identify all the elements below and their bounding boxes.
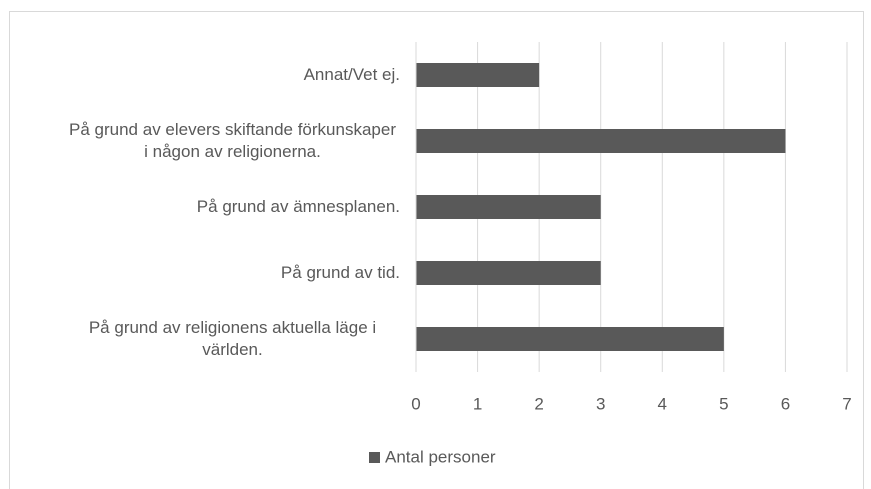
category-label-box: På grund av ämnesplanen. (0, 196, 400, 218)
y-tick-label: På grund av tid. (280, 263, 400, 282)
chart-border (9, 11, 864, 489)
bar (416, 129, 786, 153)
bar (416, 195, 601, 219)
y-tick-label: Annat/Vet ej. (303, 65, 400, 84)
category-label-box: På grund av religionens aktuella läge i … (0, 317, 400, 361)
x-tick-label: 4 (658, 394, 667, 413)
category-label-box: Annat/Vet ej. (0, 64, 400, 86)
bar (416, 261, 601, 285)
y-tick-label: På grund av ämnesplanen. (196, 197, 400, 216)
x-tick-label: 0 (411, 394, 420, 413)
x-tick-label: 2 (534, 394, 543, 413)
y-tick-label: På grund av religionens aktuella läge i … (88, 318, 377, 359)
x-tick-label: 5 (719, 394, 728, 413)
bar (416, 327, 724, 351)
y-tick-label: På grund av elevers skiftande förkunskap… (69, 120, 396, 161)
bar (416, 63, 540, 87)
x-tick-label: 7 (842, 394, 851, 413)
x-tick-label: 1 (473, 394, 482, 413)
x-tick-label: 6 (781, 394, 790, 413)
category-label-box: På grund av elevers skiftande förkunskap… (0, 119, 400, 163)
category-label-box: På grund av tid. (0, 262, 400, 284)
legend-swatch (369, 452, 380, 463)
legend-label: Antal personer (385, 447, 496, 466)
x-tick-label: 3 (596, 394, 605, 413)
